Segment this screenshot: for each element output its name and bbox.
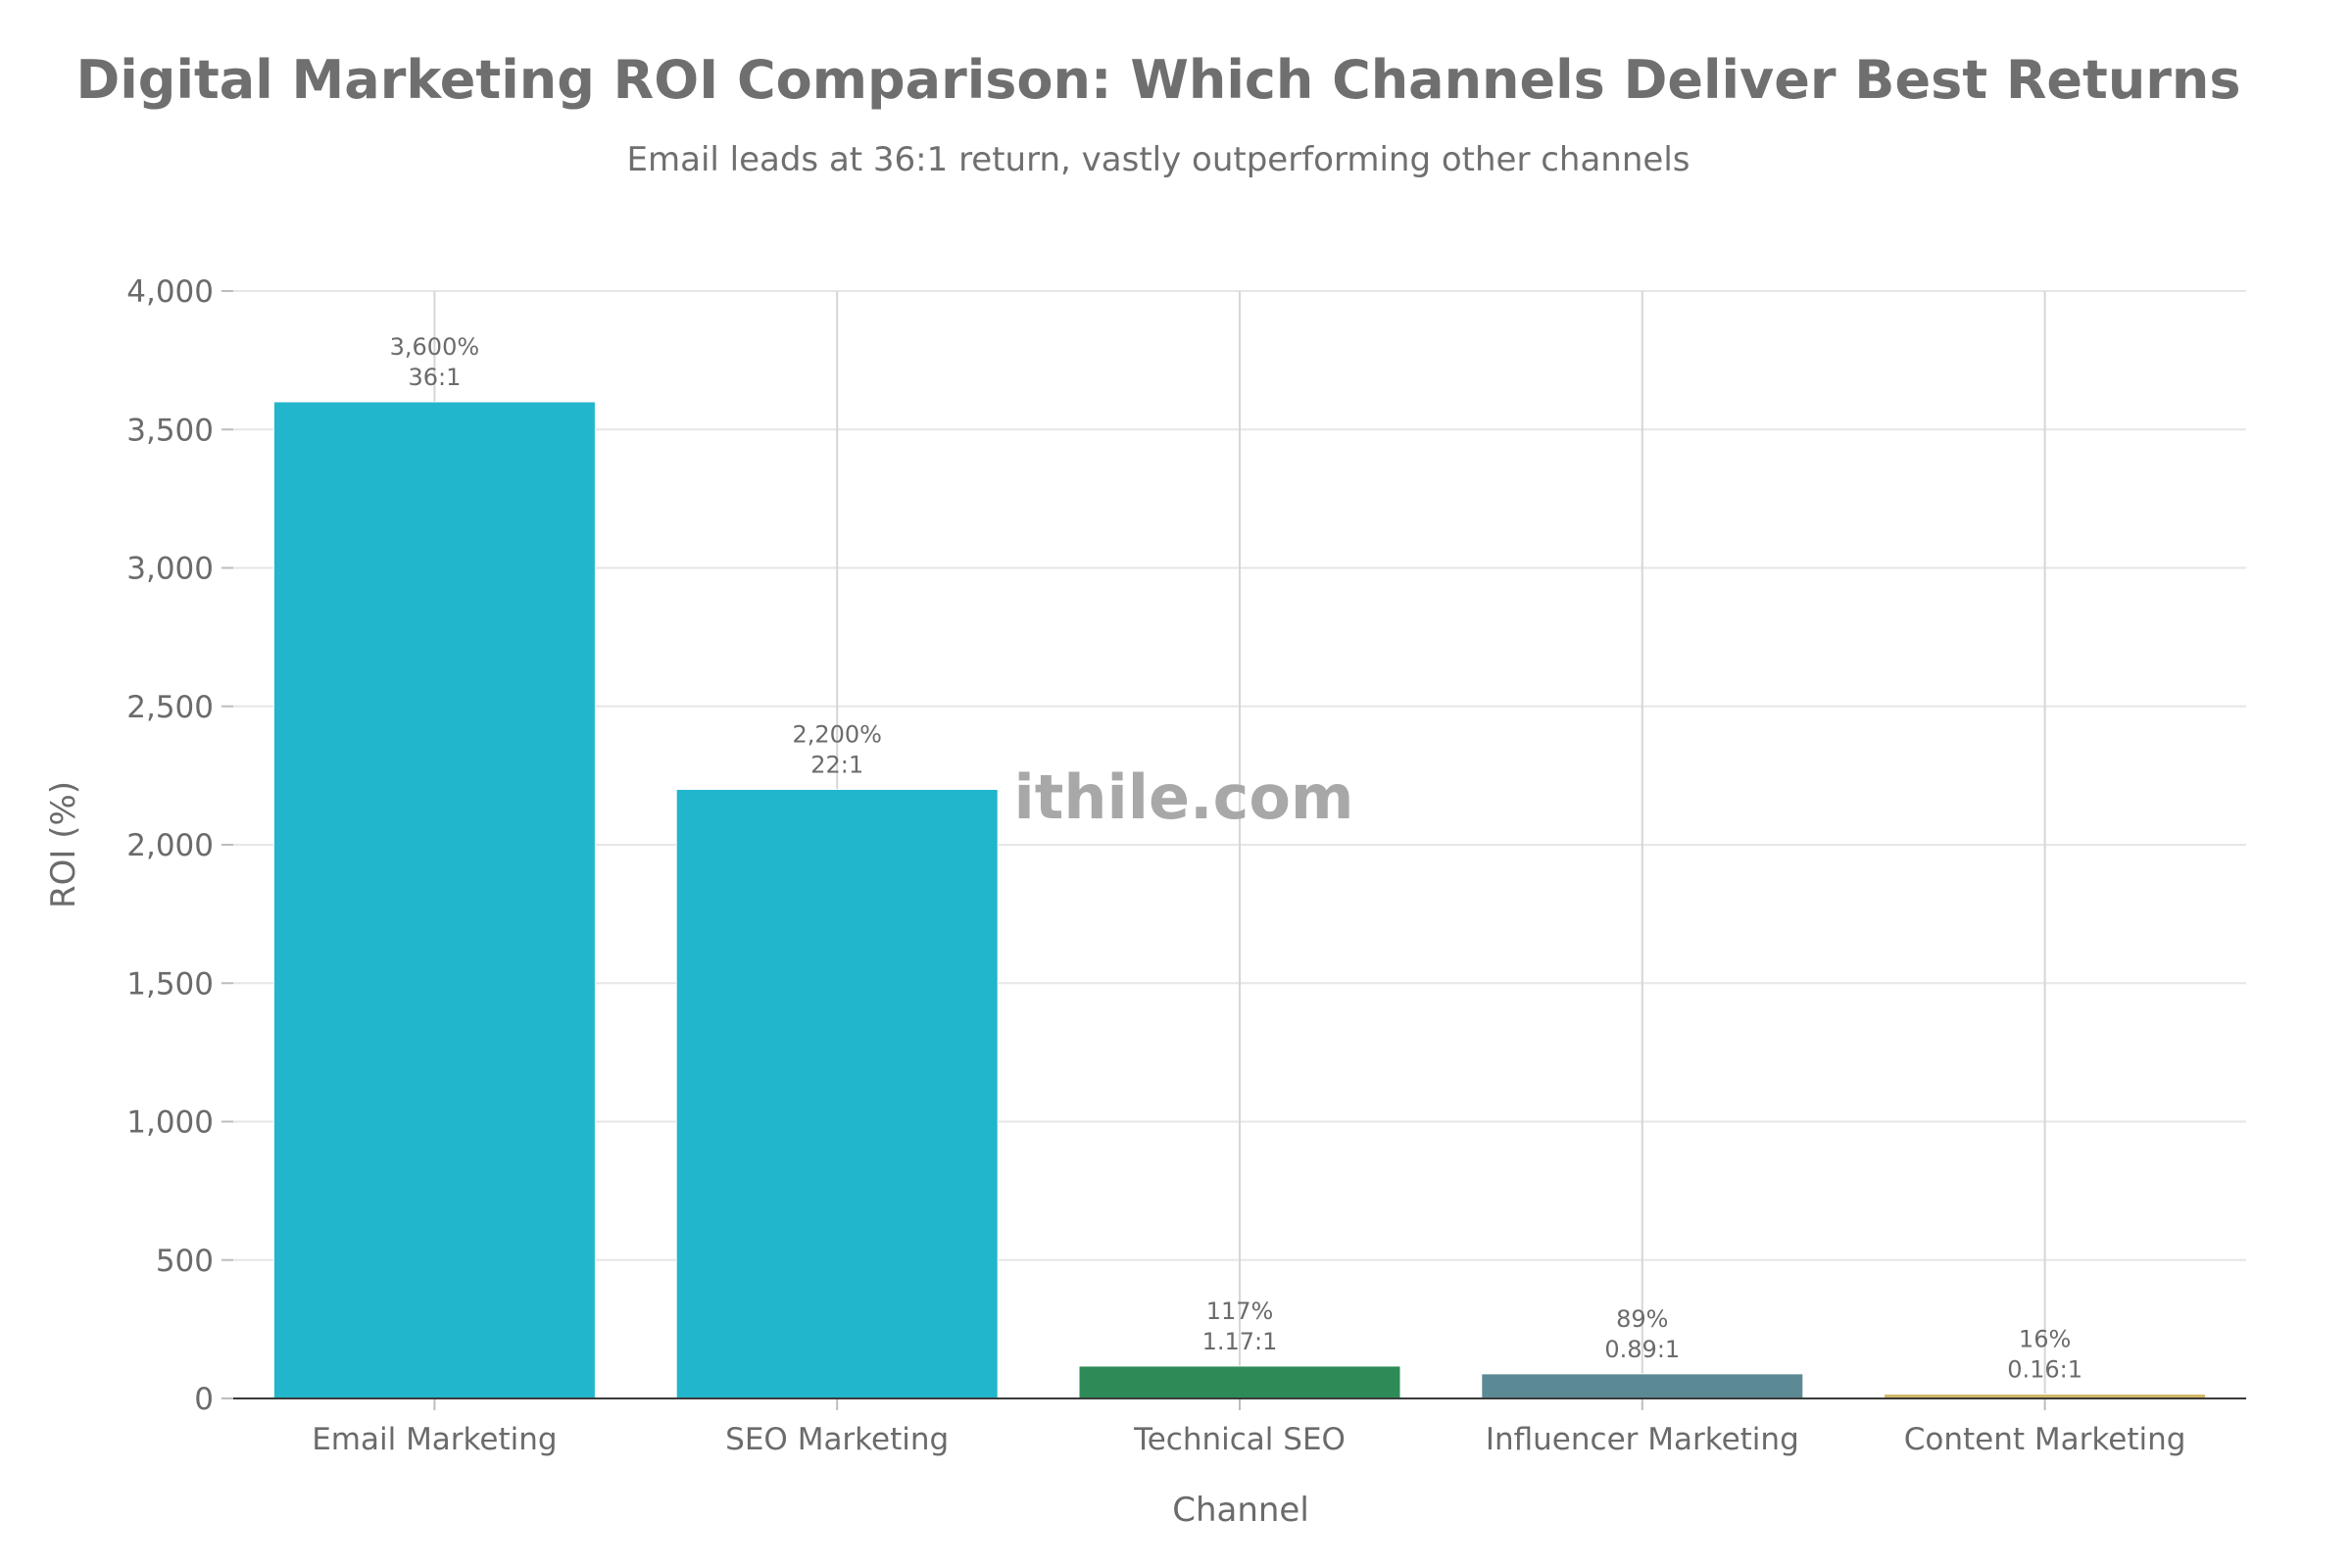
bar-value-label: 117% (1206, 1298, 1274, 1325)
bar-ratio-label: 0.89:1 (1604, 1336, 1680, 1363)
y-tick-label: 1,500 (126, 966, 214, 1002)
data-labels: 3,600% 36:1 2,200% 22:1 117% 1.17:1 89% 0.89:1 1… (390, 333, 2082, 1383)
bar-influencer-marketing (1481, 1373, 1804, 1399)
bar-ratio-label: 1.17:1 (1202, 1328, 1278, 1355)
x-tick-label: Influencer Marketing (1486, 1422, 1799, 1457)
chart-title: Digital Marketing ROI Comparison: Which … (75, 49, 2240, 111)
y-tick-label: 4,000 (126, 274, 214, 310)
bar-email-marketing (272, 401, 596, 1399)
x-tick-label: SEO Marketing (725, 1422, 949, 1457)
bar-ratio-label: 36:1 (408, 364, 461, 391)
bar-seo-marketing (675, 789, 999, 1399)
bar-value-label: 3,600% (390, 333, 480, 361)
x-tick-label: Email Marketing (312, 1422, 557, 1457)
y-axis-title: ROI (%) (44, 781, 83, 908)
y-tick-label: 500 (156, 1244, 214, 1279)
bar-value-label: 89% (1616, 1305, 1668, 1333)
x-tick-label: Content Marketing (1904, 1422, 2186, 1457)
y-tick-label: 1,000 (126, 1105, 214, 1141)
y-tick-label: 2,500 (126, 690, 214, 725)
y-tick-label: 2,000 (126, 828, 214, 863)
x-axis-title: Channel (1172, 1491, 1309, 1530)
y-tick-label: 3,500 (126, 413, 214, 448)
bar-value-label: 16% (2019, 1325, 2071, 1352)
x-tick-label: Technical SEO (1133, 1422, 1346, 1457)
bar-value-label: 2,200% (792, 721, 882, 749)
y-tick-label: 3,000 (126, 552, 214, 587)
watermark: ithile.com (1013, 761, 1353, 833)
bar-ratio-label: 22:1 (810, 752, 863, 779)
bar-ratio-label: 0.16:1 (2007, 1355, 2082, 1383)
bar-technical-seo (1078, 1365, 1401, 1399)
bars (272, 401, 2207, 1399)
y-tick-label: 0 (194, 1382, 214, 1417)
chart-subtitle: Email leads at 36:1 return, vastly outpe… (627, 140, 1690, 179)
axes: 0 500 1,000 1,500 2,000 2,500 3,000 3,500 4,000 E… (126, 274, 2246, 1457)
